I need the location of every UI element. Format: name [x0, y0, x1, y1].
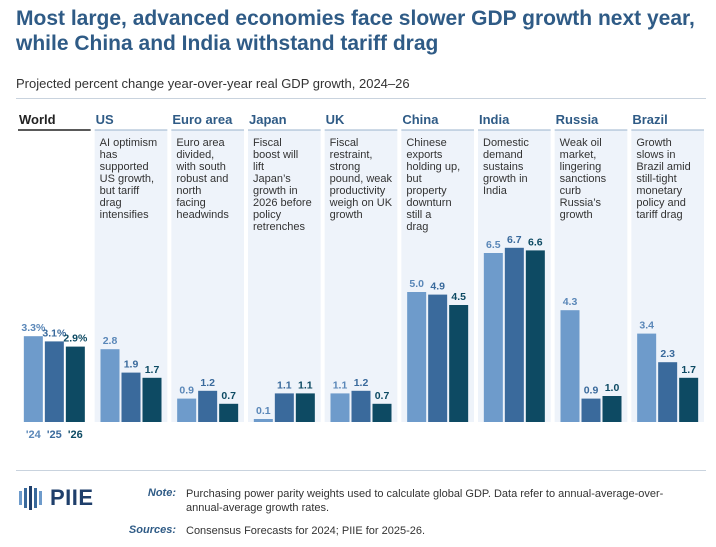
sources-label: Sources:	[128, 524, 176, 536]
bar-euro-area-24	[177, 398, 197, 422]
bar-india-24	[483, 253, 503, 422]
bar-japan-26	[295, 393, 315, 422]
bar-russia-24	[560, 310, 580, 422]
bar-label-euro-area-26: 0.7	[221, 390, 236, 402]
bar-label-russia-24: 4.3	[563, 296, 578, 308]
bar-label-world-25: 3.1%	[42, 327, 67, 339]
bar-world-26	[65, 346, 85, 422]
bar-label-brazil-25: 2.3	[660, 348, 675, 360]
bar-china-26	[449, 305, 469, 422]
bar-label-russia-26: 1.0	[605, 382, 620, 394]
bar-india-25	[504, 247, 524, 422]
bar-world-25	[44, 341, 64, 422]
x-tick-label-24: '24	[26, 429, 42, 441]
panel-title-india: India	[479, 112, 510, 127]
bar-us-24	[100, 349, 120, 422]
footer-divider	[16, 470, 706, 471]
bar-label-world-24: 3.3%	[21, 322, 46, 334]
panel-note-us: AI optimism has supported US growth, but tar…	[100, 137, 157, 221]
bar-label-china-24: 5.0	[409, 278, 424, 290]
bar-japan-25	[274, 393, 294, 422]
bar-label-us-26: 1.7	[145, 364, 160, 376]
note-text: Purchasing power parity weights used to …	[186, 488, 664, 514]
bar-brazil-26	[679, 377, 699, 422]
bar-uk-25	[351, 390, 371, 422]
bar-label-china-26: 4.5	[451, 291, 466, 303]
bar-russia-25	[581, 398, 601, 422]
bar-label-euro-area-24: 0.9	[179, 385, 194, 397]
panel-note-japan: Fiscal boost will lift Japan’s growth in 2026…	[253, 137, 312, 233]
panel-note-brazil: Growth slows in Brazil amid still-tight mone…	[636, 137, 690, 221]
bar-label-world-26: 2.9%	[63, 333, 88, 345]
bar-label-india-24: 6.5	[486, 239, 501, 251]
panel-note-china: Chinese exports holding up, but property down…	[406, 137, 460, 233]
bar-label-japan-26: 1.1	[298, 379, 313, 391]
panel-title-euro-area: Euro area	[172, 112, 233, 127]
panel-title-brazil: Brazil	[632, 112, 667, 127]
bar-us-25	[121, 372, 141, 422]
panel-note-russia: Weak oil market, lingering sanctions curb Rus…	[560, 137, 607, 221]
header-divider	[16, 98, 706, 99]
chart-title: Most large, advanced economies face slow…	[16, 7, 695, 55]
sources-row: Sources: Consensus Forecasts for 2024; P…	[118, 524, 708, 538]
panel-bg-euro-area	[171, 130, 244, 422]
bar-japan-24	[253, 419, 273, 422]
panel-note-uk: Fiscal restraint, strong pound, weak product…	[329, 137, 393, 221]
bar-label-china-25: 4.9	[430, 281, 445, 293]
piie-logo: PIIE	[18, 484, 108, 512]
bar-label-uk-25: 1.2	[354, 377, 369, 389]
panel-title-uk: UK	[326, 112, 345, 127]
panel-title-russia: Russia	[556, 112, 599, 127]
bar-world-24	[23, 336, 43, 422]
x-tick-label-26: '26	[68, 429, 83, 441]
bar-brazil-25	[658, 362, 678, 422]
logo-text: PIIE	[50, 485, 94, 510]
sources-text: Consensus Forecasts for 2024; PIIE for 2…	[186, 525, 426, 537]
bar-euro-area-25	[198, 390, 218, 422]
chart-subtitle: Projected percent change year-over-year …	[16, 76, 410, 91]
bar-uk-26	[372, 403, 392, 422]
bar-uk-24	[330, 393, 350, 422]
bar-label-brazil-24: 3.4	[639, 320, 654, 332]
note-label: Note:	[147, 487, 176, 499]
bar-label-japan-25: 1.1	[277, 379, 292, 391]
panel-title-japan: Japan	[249, 112, 287, 127]
note-row: Note: Purchasing power parity weights us…	[118, 487, 708, 515]
chart-area: World 3.3%3.1%2.9% '24 '25 '26 US AI optimism h…	[18, 112, 704, 441]
panel-bg-uk	[324, 130, 398, 422]
bar-brazil-24	[637, 333, 657, 422]
bar-label-uk-24: 1.1	[333, 379, 348, 391]
panel-note-euro-area: Euro area divided, with south robust and nor…	[175, 137, 229, 221]
bar-india-26	[525, 250, 545, 422]
bar-china-24	[407, 292, 427, 422]
bar-label-japan-24: 0.1	[256, 405, 271, 417]
x-tick-label-25: '25	[47, 429, 62, 441]
panel-note-india: Domestic demand sustains growth in India	[483, 137, 529, 197]
bar-label-brazil-26: 1.7	[681, 364, 696, 376]
bar-label-russia-25: 0.9	[584, 385, 599, 397]
panel-title-world: World	[19, 112, 56, 127]
bar-label-india-26: 6.6	[528, 236, 543, 248]
bar-label-uk-26: 0.7	[375, 390, 390, 402]
piie-logo-icon	[19, 486, 42, 510]
bar-label-us-24: 2.8	[103, 335, 118, 347]
bar-us-26	[142, 377, 162, 422]
panel-bg-japan	[248, 130, 321, 422]
bar-label-us-25: 1.9	[124, 359, 139, 371]
panel-title-china: China	[402, 112, 439, 127]
panel-title-us: US	[96, 112, 114, 127]
bar-china-25	[428, 294, 448, 422]
bar-label-india-25: 6.7	[507, 234, 522, 246]
bar-euro-area-26	[219, 403, 239, 422]
bar-label-euro-area-25: 1.2	[200, 377, 215, 389]
bar-russia-26	[602, 396, 622, 422]
